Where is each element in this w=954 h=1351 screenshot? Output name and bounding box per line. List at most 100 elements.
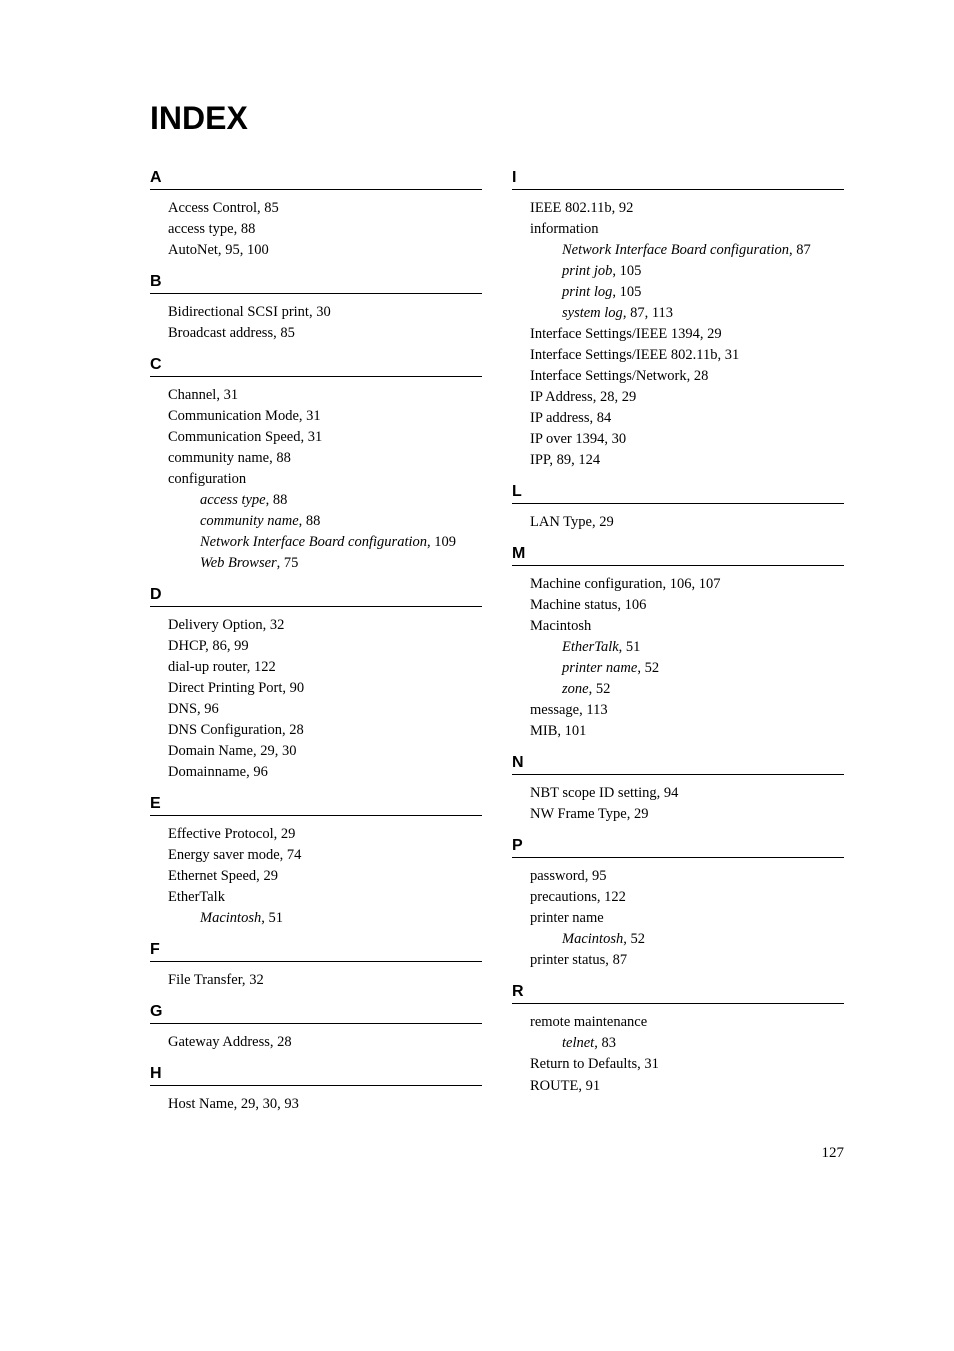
index-entry: NW Frame Type, 29 [512,804,844,825]
index-entry: password, 95 [512,866,844,887]
index-entry-pages: 92 [615,200,633,216]
index-entry-pages: , 52 [589,681,611,697]
index-entry: printer status, 87 [512,950,844,971]
index-entry-pages: , 51 [619,639,641,655]
index-entry: printer name [512,908,844,929]
index-entry-text: configuration [168,471,246,487]
index-entry: Domainname, 96 [150,762,482,783]
index-entry: configuration [150,469,482,490]
index-entry-pages: 30 [313,304,331,320]
index-entry-text: AutoNet, [168,242,222,258]
index-entry: Host Name, 29, 30, 93 [150,1094,482,1115]
index-subentry-text: printer name [562,660,637,676]
index-entry: Energy saver mode, 74 [150,845,482,866]
index-entry: Macintosh [512,616,844,637]
index-entry-pages: 96 [250,764,268,780]
index-entry-text: Return to Defaults, [530,1056,641,1072]
index-subentry: Macintosh, 51 [150,908,482,929]
index-entry-pages: 90 [286,680,304,696]
index-entry-pages: , 87, 113 [623,305,673,321]
index-entry-pages: , 105 [612,284,641,300]
index-entry-pages: 31 [721,347,739,363]
index-subentry: access type, 88 [150,490,482,511]
index-entry-text: information [530,221,598,237]
index-entry-pages: 28 [286,722,304,738]
index-entry: EtherTalk [150,887,482,908]
index-entry: IEEE 802.11b, 92 [512,198,844,219]
index-entry: Direct Printing Port, 90 [150,678,482,699]
index-entry-text: IP Address, [530,389,596,405]
index-entry-pages: , 87 [789,242,811,258]
index-entry-pages: 32 [246,972,264,988]
index-entry-text: dial-up router, [168,659,250,675]
index-subentry-text: print job [562,263,612,279]
index-entry-text: DHCP, [168,638,209,654]
index-entry-pages: 101 [561,723,586,739]
index-entry-text: Domain Name, [168,743,257,759]
index-entry: File Transfer, 32 [150,970,482,991]
index-entry: IP address, 84 [512,408,844,429]
index-subentry-text: Network Interface Board configuration [200,534,427,550]
index-entry-text: remote maintenance [530,1014,647,1030]
index-entry-text: ROUTE, [530,1078,582,1094]
index-entry-pages: 29 [704,326,722,342]
index-entry: Communication Mode, 31 [150,406,482,427]
index-entry-text: precautions, [530,889,600,905]
section-letter: I [512,169,844,190]
index-entry-pages: , 52 [623,931,645,947]
index-entry-text: Access Control, [168,200,261,216]
index-subentry-text: community name [200,513,299,529]
index-subentry-text: EtherTalk [562,639,619,655]
index-entry: Channel, 31 [150,385,482,406]
section-letter: G [150,1003,482,1024]
index-subentry-text: Macintosh [562,931,623,947]
index-entry-pages: 29, 30, 93 [237,1096,299,1112]
index-subentry: print job, 105 [512,261,844,282]
index-entry: DHCP, 86, 99 [150,636,482,657]
index-entry: Machine status, 106 [512,595,844,616]
index-entry-pages: 29 [630,806,648,822]
index-entry: information [512,219,844,240]
index-entry: Interface Settings/IEEE 802.11b, 31 [512,345,844,366]
index-column-right: I IEEE 802.11b, 92 information Network Inte… [512,157,844,1115]
index-entry-pages: , 109 [427,534,456,550]
index-entry: Interface Settings/IEEE 1394, 29 [512,324,844,345]
index-entry-pages: 29 [260,868,278,884]
index-entry-pages: 85 [277,325,295,341]
index-subentry: EtherTalk, 51 [512,637,844,658]
index-entry-text: Interface Settings/Network, [530,368,690,384]
index-entry-pages: 88 [237,221,255,237]
index-entry-pages: 88 [273,450,291,466]
index-entry-pages: , 105 [612,263,641,279]
index-entry: dial-up router, 122 [150,657,482,678]
index-entry-text: IPP, [530,452,553,468]
section-letter: L [512,483,844,504]
index-entry-pages: 87 [609,952,627,968]
index-entry: Bidirectional SCSI print, 30 [150,302,482,323]
index-entry-text: Domainname, [168,764,250,780]
index-entry: Communication Speed, 31 [150,427,482,448]
page-number: 127 [150,1145,844,1162]
index-entry-text: Communication Speed, [168,429,304,445]
index-entry-pages: , 88 [266,492,288,508]
index-entry-text: Gateway Address, [168,1034,274,1050]
index-subentry-text: Network Interface Board configuration [562,242,789,258]
section-letter: F [150,941,482,962]
index-entry-pages: 122 [600,889,625,905]
section-letter: N [512,754,844,775]
index-subentry: telnet, 83 [512,1033,844,1054]
index-entry-pages: , 83 [594,1035,616,1051]
index-entry-text: password, [530,868,588,884]
index-entry: Broadcast address, 85 [150,323,482,344]
index-entry: Ethernet Speed, 29 [150,866,482,887]
section-letter: B [150,273,482,294]
index-entry: DNS, 96 [150,699,482,720]
index-entry-text: DNS Configuration, [168,722,286,738]
index-entry-pages: 89, 124 [553,452,600,468]
section-letter: A [150,169,482,190]
index-entry: IP Address, 28, 29 [512,387,844,408]
index-subentry-text: print log [562,284,612,300]
index-entry-pages: 91 [582,1078,600,1094]
index-subentry: Network Interface Board configuration, 1… [150,532,482,553]
index-entry-text: Interface Settings/IEEE 1394, [530,326,704,342]
